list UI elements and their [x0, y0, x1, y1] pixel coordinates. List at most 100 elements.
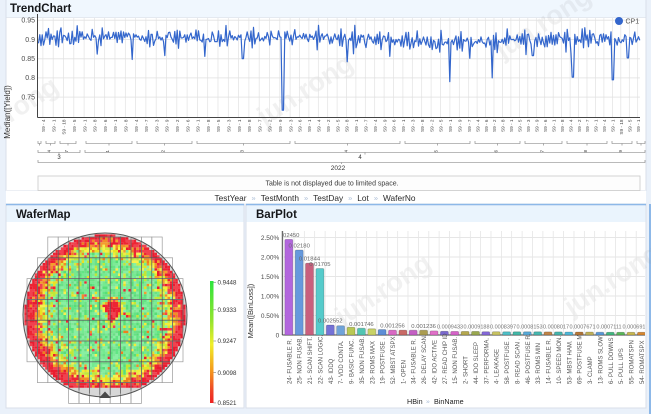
svg-text:0.0008017: 0.0008017 [543, 324, 569, 330]
svg-text:0.95: 0.95 [21, 18, 35, 25]
svg-text:S9 - 4: S9 - 4 [373, 119, 378, 132]
svg-text:S9 - 3: S9 - 3 [227, 119, 232, 132]
svg-text:S9 - 7: S9 - 7 [467, 119, 472, 132]
svg-text:9- BASIC FUNC.: 9- BASIC FUNC. [350, 339, 356, 384]
svg-text:S9 - 4: S9 - 4 [317, 119, 322, 132]
svg-text:0.50%: 0.50% [261, 313, 280, 320]
svg-text:S9 - 4: S9 - 4 [602, 119, 607, 132]
svg-text:6: 6 [494, 150, 499, 153]
svg-text:7- VDD CONTA.: 7- VDD CONTA. [339, 340, 345, 384]
svg-text:S9 - 9: S9 - 9 [458, 119, 463, 132]
svg-text:55- ROMATSPN: 55- ROMATSPN [630, 340, 636, 384]
svg-text:34- FUSABLE R.: 34- FUSABLE R. [412, 338, 418, 384]
svg-text:0.75: 0.75 [21, 94, 35, 101]
svg-text:3- CLAMP: 3- CLAMP [588, 356, 594, 384]
svg-text:S9 - 6: S9 - 6 [298, 119, 303, 132]
svg-text:0.01705: 0.01705 [309, 262, 331, 268]
svg-text:CP1: CP1 [626, 19, 640, 26]
svg-text:BarPlot: BarPlot [256, 209, 297, 221]
svg-text:24- FUSABLE R.: 24- FUSABLE R. [287, 338, 293, 384]
svg-text:S9 - 4: S9 - 4 [568, 119, 573, 132]
svg-text:S9 - 2: S9 - 2 [492, 119, 497, 132]
svg-text:27- READ CHIP ID: 27- READ CHIP ID [443, 333, 449, 384]
svg-text:25- NON FUSAB.: 25- NON FUSAB. [298, 337, 304, 384]
svg-text:S9 - 5: S9 - 5 [439, 119, 444, 132]
svg-text:0.002552: 0.002552 [318, 319, 343, 325]
svg-text:44- IDO SLEEP: 44- IDO SLEEP [474, 342, 480, 384]
svg-text:S9 - 1: S9 - 1 [51, 119, 56, 132]
svg-text:7: 7 [64, 150, 69, 153]
svg-text:S9 - 6: S9 - 6 [185, 119, 190, 132]
svg-text:S9 - 18: S9 - 18 [62, 119, 67, 135]
svg-text:Table is not displayed due to: Table is not displayed due to limited sp… [265, 181, 398, 188]
svg-text:WaferMap: WaferMap [16, 209, 71, 221]
svg-text:0.0009433: 0.0009433 [437, 324, 463, 330]
svg-text:0.9: 0.9 [25, 37, 35, 44]
svg-text:15- NON FUSAB.: 15- NON FUSAB. [453, 337, 459, 384]
svg-text:S9 - 5: S9 - 5 [518, 119, 523, 132]
svg-text:0.0008397: 0.0008397 [490, 324, 516, 330]
svg-text:S9 - 4: S9 - 4 [475, 119, 480, 132]
svg-text:3: 3 [240, 150, 245, 153]
svg-text:26- DELAY SCAN.: 26- DELAY SCAN. [422, 334, 428, 384]
svg-text:S9 - 1: S9 - 1 [82, 119, 87, 132]
svg-text:10- SPEED MON.: 10- SPEED MON. [557, 336, 563, 384]
svg-text:S9 - 5: S9 - 5 [72, 119, 77, 132]
svg-text:0.001256: 0.001256 [380, 324, 405, 330]
svg-text:S9 - 2: S9 - 2 [268, 119, 273, 132]
svg-text:53- MBST HAM.: 53- MBST HAM. [567, 340, 573, 384]
svg-text:S9 - 8: S9 - 8 [206, 119, 211, 132]
svg-text:0.0008153: 0.0008153 [517, 324, 543, 330]
svg-text:S9 - 1: S9 - 1 [354, 119, 359, 132]
svg-text:S9 - 9: S9 - 9 [535, 119, 540, 132]
svg-text:»: » [426, 399, 430, 406]
svg-text:S9 - 3: S9 - 3 [526, 119, 531, 132]
svg-text:S9 - 8: S9 - 8 [420, 119, 425, 132]
svg-text:0.0007111: 0.0007111 [596, 324, 621, 330]
svg-text:S9 - 7: S9 - 7 [257, 119, 262, 132]
svg-text:3: 3 [57, 155, 61, 161]
svg-text:S9 - 2: S9 - 2 [326, 119, 331, 132]
svg-text:37- PERFORMA.: 37- PERFORMA. [484, 338, 490, 384]
svg-text:S9 - 18: S9 - 18 [619, 119, 624, 135]
svg-text:5- PULL UPS: 5- PULL UPS [619, 348, 625, 384]
svg-text:S9 - 8: S9 - 8 [124, 119, 129, 132]
svg-text:S9 - 6: S9 - 6 [392, 119, 397, 132]
svg-text:33- ROMS MIN: 33- ROMS MIN [536, 343, 542, 384]
svg-text:0.02450: 0.02450 [278, 233, 300, 239]
svg-text:0.001746: 0.001746 [349, 322, 374, 328]
svg-text:S9 - 8: S9 - 8 [345, 119, 350, 132]
svg-text:TestYear»TestMonth»TestDay»Lot: TestYear» TestMonth» TestDay» Lot» WaferNo [215, 193, 416, 203]
svg-text:S9 - 1: S9 - 1 [237, 119, 242, 132]
svg-text:0.9333: 0.9333 [218, 307, 237, 314]
svg-text:13- ROMS SLOW: 13- ROMS SLOW [598, 336, 604, 384]
svg-text:23- ROMS MAX: 23- ROMS MAX [370, 341, 376, 384]
svg-text:0.0006912: 0.0006912 [623, 324, 649, 330]
svg-text:S9 - 6: S9 - 6 [543, 119, 548, 132]
svg-text:1- OPEN: 1- OPEN [401, 360, 407, 384]
svg-text:2022: 2022 [331, 165, 346, 172]
svg-text:S9 - 5: S9 - 5 [628, 119, 633, 132]
svg-text:8- READ SCAN .: 8- READ SCAN . [515, 338, 521, 384]
svg-text:S9 - 1: S9 - 1 [448, 119, 453, 132]
svg-text:S9 - 1: S9 - 1 [196, 119, 201, 132]
svg-text:52- MBST ATSPX: 52- MBST ATSPX [391, 337, 397, 384]
svg-text:S9 - 2: S9 - 2 [429, 119, 434, 132]
svg-text:2- SHORT: 2- SHORT [464, 356, 470, 384]
svg-text:S9 - 3: S9 - 3 [288, 119, 293, 132]
svg-text:S9 - 8: S9 - 8 [501, 119, 506, 132]
svg-text:54- ROMATSPX: 54- ROMATSPX [640, 340, 646, 384]
svg-text:4- LEAKAGE: 4- LEAKAGE [495, 349, 501, 384]
svg-text:43- IDDQ: 43- IDDQ [329, 358, 335, 384]
svg-text:0.0007671: 0.0007671 [570, 324, 596, 330]
svg-text:BinName: BinName [434, 397, 464, 406]
svg-text:2.00%: 2.00% [261, 254, 280, 261]
svg-text:0: 0 [276, 332, 280, 339]
svg-text:0.9098: 0.9098 [218, 370, 237, 377]
svg-text:4: 4 [47, 150, 52, 153]
svg-text:7: 7 [540, 150, 545, 153]
svg-text:46- POSTFUSE R.: 46- POSTFUSE R. [526, 333, 532, 384]
svg-text:S9 - 3: S9 - 3 [154, 119, 159, 132]
svg-text:1: 1 [105, 150, 110, 153]
svg-text:S9 - 6: S9 - 6 [103, 119, 108, 132]
